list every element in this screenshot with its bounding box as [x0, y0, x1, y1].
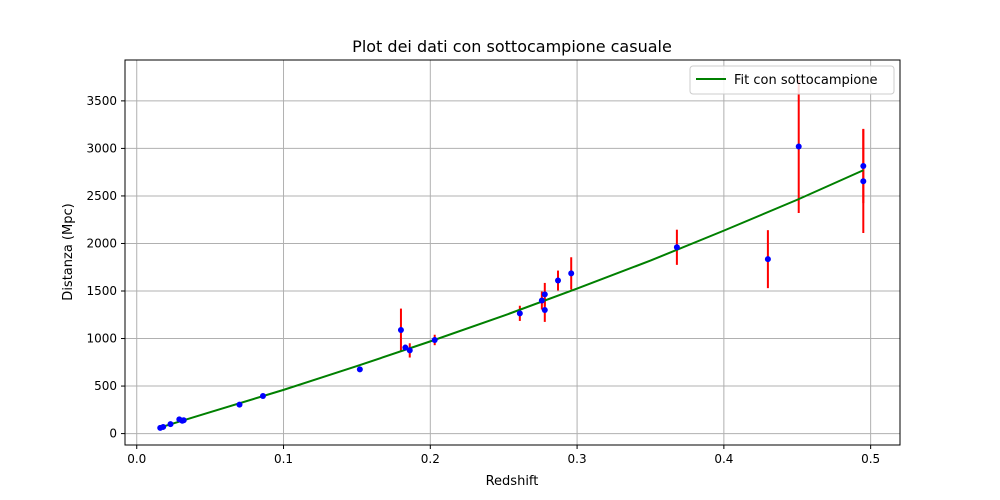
data-point	[568, 270, 575, 277]
data-point	[167, 421, 174, 428]
data-point	[160, 423, 167, 430]
data-point	[236, 401, 243, 408]
y-axis-ticks: 0 500 1000 1500 2000 2500 3000 3500	[86, 94, 125, 441]
x-tick-label: 0.2	[421, 452, 440, 466]
x-axis-ticks: 0.0 0.1 0.2 0.3 0.4 0.5	[127, 445, 880, 466]
y-tick-label: 1500	[86, 284, 117, 298]
data-point	[795, 143, 802, 150]
fit-line	[159, 169, 864, 429]
data-points	[157, 143, 867, 431]
y-tick-label: 2500	[86, 189, 117, 203]
data-point	[860, 162, 867, 169]
legend-label: Fit con sottocampione	[734, 73, 878, 88]
error-bars	[358, 79, 865, 372]
data-point	[673, 244, 680, 251]
data-point	[180, 417, 187, 424]
data-point	[860, 178, 867, 185]
x-tick-label: 0.0	[127, 452, 146, 466]
data-point	[406, 347, 413, 354]
y-tick-label: 3500	[86, 94, 117, 108]
fit-line-group	[159, 169, 864, 429]
chart-title: Plot dei dati con sottocampione casuale	[352, 37, 672, 56]
x-tick-label: 0.3	[568, 452, 587, 466]
y-tick-label: 0	[109, 427, 117, 441]
y-axis-label: Distanza (Mpc)	[61, 203, 76, 300]
data-point	[555, 277, 562, 284]
data-point	[431, 336, 438, 343]
legend: Fit con sottocampione	[689, 65, 895, 95]
x-tick-label: 0.4	[714, 452, 733, 466]
data-point	[402, 344, 409, 351]
data-point	[541, 307, 548, 314]
data-point	[397, 326, 404, 333]
data-point	[538, 297, 545, 304]
legend-box	[689, 65, 895, 95]
x-tick-label: 0.1	[274, 452, 293, 466]
x-tick-label: 0.5	[861, 452, 880, 466]
data-point	[259, 393, 266, 400]
grid	[125, 60, 900, 445]
x-axis-label: Redshift	[486, 474, 539, 489]
data-point	[764, 256, 771, 263]
data-point	[541, 291, 548, 298]
plot-frame	[124, 59, 901, 446]
data-point	[356, 366, 363, 373]
y-tick-label: 500	[94, 379, 117, 393]
y-tick-label: 2000	[86, 236, 117, 250]
y-tick-label: 1000	[86, 332, 117, 346]
y-tick-label: 3000	[86, 141, 117, 155]
data-point	[516, 310, 523, 317]
